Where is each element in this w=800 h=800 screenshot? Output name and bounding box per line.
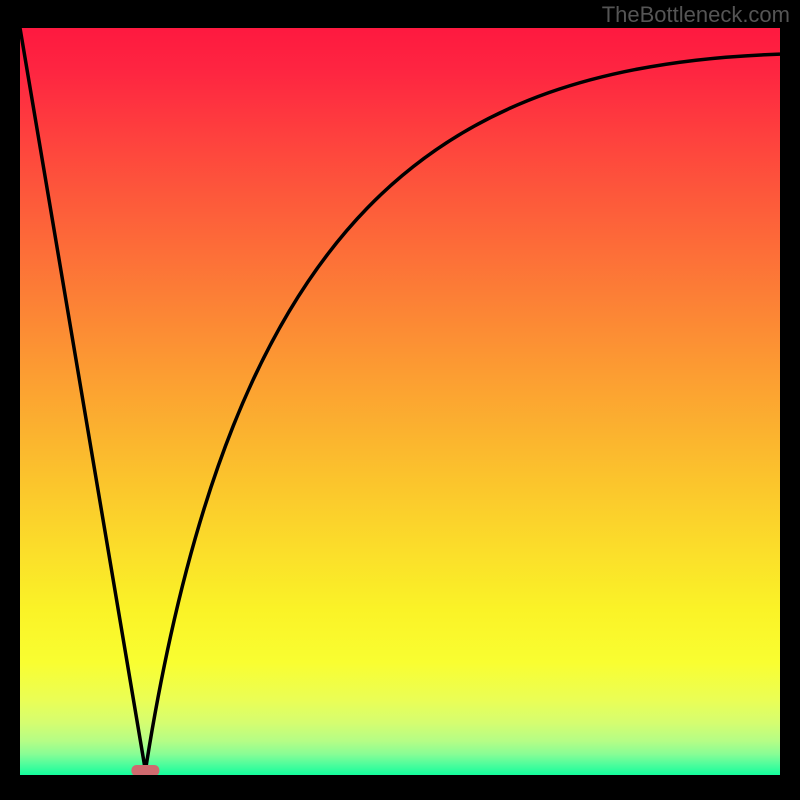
vertex-marker	[131, 765, 159, 775]
plot-area	[20, 28, 780, 775]
gradient-background	[20, 28, 780, 775]
plot-svg	[20, 28, 780, 775]
chart-container: TheBottleneck.com	[0, 0, 800, 800]
watermark-text: TheBottleneck.com	[602, 2, 790, 28]
